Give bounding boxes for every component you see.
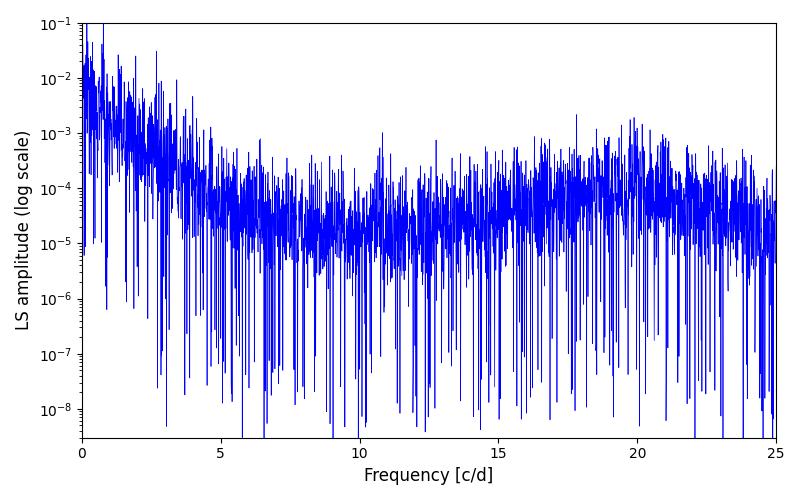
- Y-axis label: LS amplitude (log scale): LS amplitude (log scale): [15, 130, 33, 330]
- X-axis label: Frequency [c/d]: Frequency [c/d]: [364, 467, 494, 485]
